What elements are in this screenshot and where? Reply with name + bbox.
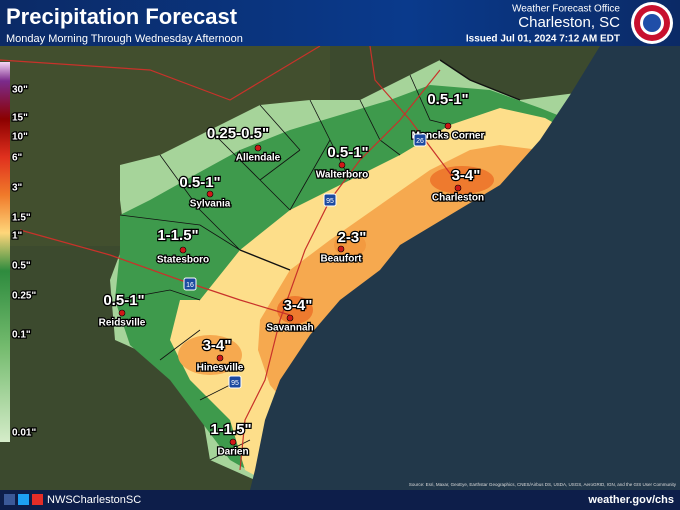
city-label: Savannah [266,323,313,334]
location: Charleston, SC [518,14,620,31]
ocean [250,46,680,490]
highway-shield [323,193,337,207]
legend-label: 1.5" [12,213,31,224]
amount-label: 0.5-1" [179,174,220,191]
highway-number: 16 [186,282,194,289]
office: Weather Forecast Office [512,4,620,15]
twitter-icon[interactable] [18,494,29,505]
amount-label: 0.5-1" [327,144,368,161]
city-dot [254,144,262,152]
amount-label: 3-4" [203,337,232,354]
city-dot [206,190,214,198]
legend-label: 1" [12,231,23,242]
amount-label: 3-4" [452,167,481,184]
legend-label: 0.25" [12,291,36,302]
precip-blob [178,335,242,375]
amount-label: 0.5-1" [427,91,468,108]
legend-label: 30" [12,85,28,96]
title: Precipitation Forecast [6,4,238,29]
header-bar [0,0,680,46]
subtitle: Monday Morning Through Wednesday Afterno… [6,33,243,45]
facebook-icon[interactable] [4,494,15,505]
legend-label: 0.1" [12,330,31,341]
city-label: Moncks Corner [412,131,485,142]
city-dot [444,122,452,130]
highway-number: 26 [416,138,424,145]
city-label: Walterboro [316,170,368,181]
legend-label: 15" [12,113,28,124]
legend-label: 0.5" [12,261,31,272]
city-label: Sylvania [190,199,231,210]
website[interactable]: weather.gov/chs [587,494,674,506]
city-dot [216,354,224,362]
legend-label: 6" [12,153,23,164]
footer-bar [0,490,680,510]
amount-label: 2-3" [338,229,367,246]
youtube-icon[interactable] [32,494,43,505]
amount-label: 1-1.5" [157,227,198,244]
city-label: Hinesville [197,363,244,374]
highways [0,45,456,471]
precip-blob [430,166,494,194]
city-dot [118,309,126,317]
social-handle[interactable]: NWSCharlestonSC [47,494,141,506]
nws-logo [631,2,673,44]
city-dot [179,246,187,254]
city-label: Statesboro [157,255,209,266]
highway-number: 95 [326,198,334,205]
city-label: Reidsville [99,318,146,329]
amount-label: 3-4" [284,297,313,314]
city-label: Allendale [236,153,281,164]
issued: Issued Jul 01, 2024 7:12 AM EDT [466,34,620,45]
amount-label: 1-1.5" [210,421,251,438]
city-label: Darien [217,447,248,458]
city-dot [454,184,462,192]
city-dot [338,161,346,169]
highway-number: 95 [231,380,239,387]
legend-label: 3" [12,183,23,194]
city-dot [337,245,345,253]
city-label: Beaufort [320,254,362,265]
amount-label: 0.25-0.5" [207,125,269,142]
legend-scale [0,62,10,442]
city-label: Charleston [432,193,484,204]
highway-shield [228,375,242,389]
city-dot [229,438,237,446]
legend-label: 10" [12,132,28,143]
city-dot [286,314,294,322]
highway-shield [413,133,427,147]
source-credit: Source: Esri, Maxar, GeoEye, Earthstar G… [409,482,677,487]
legend-label: 0.01" [12,428,36,439]
amount-label: 0.5-1" [103,292,144,309]
highway-shield [183,277,197,291]
